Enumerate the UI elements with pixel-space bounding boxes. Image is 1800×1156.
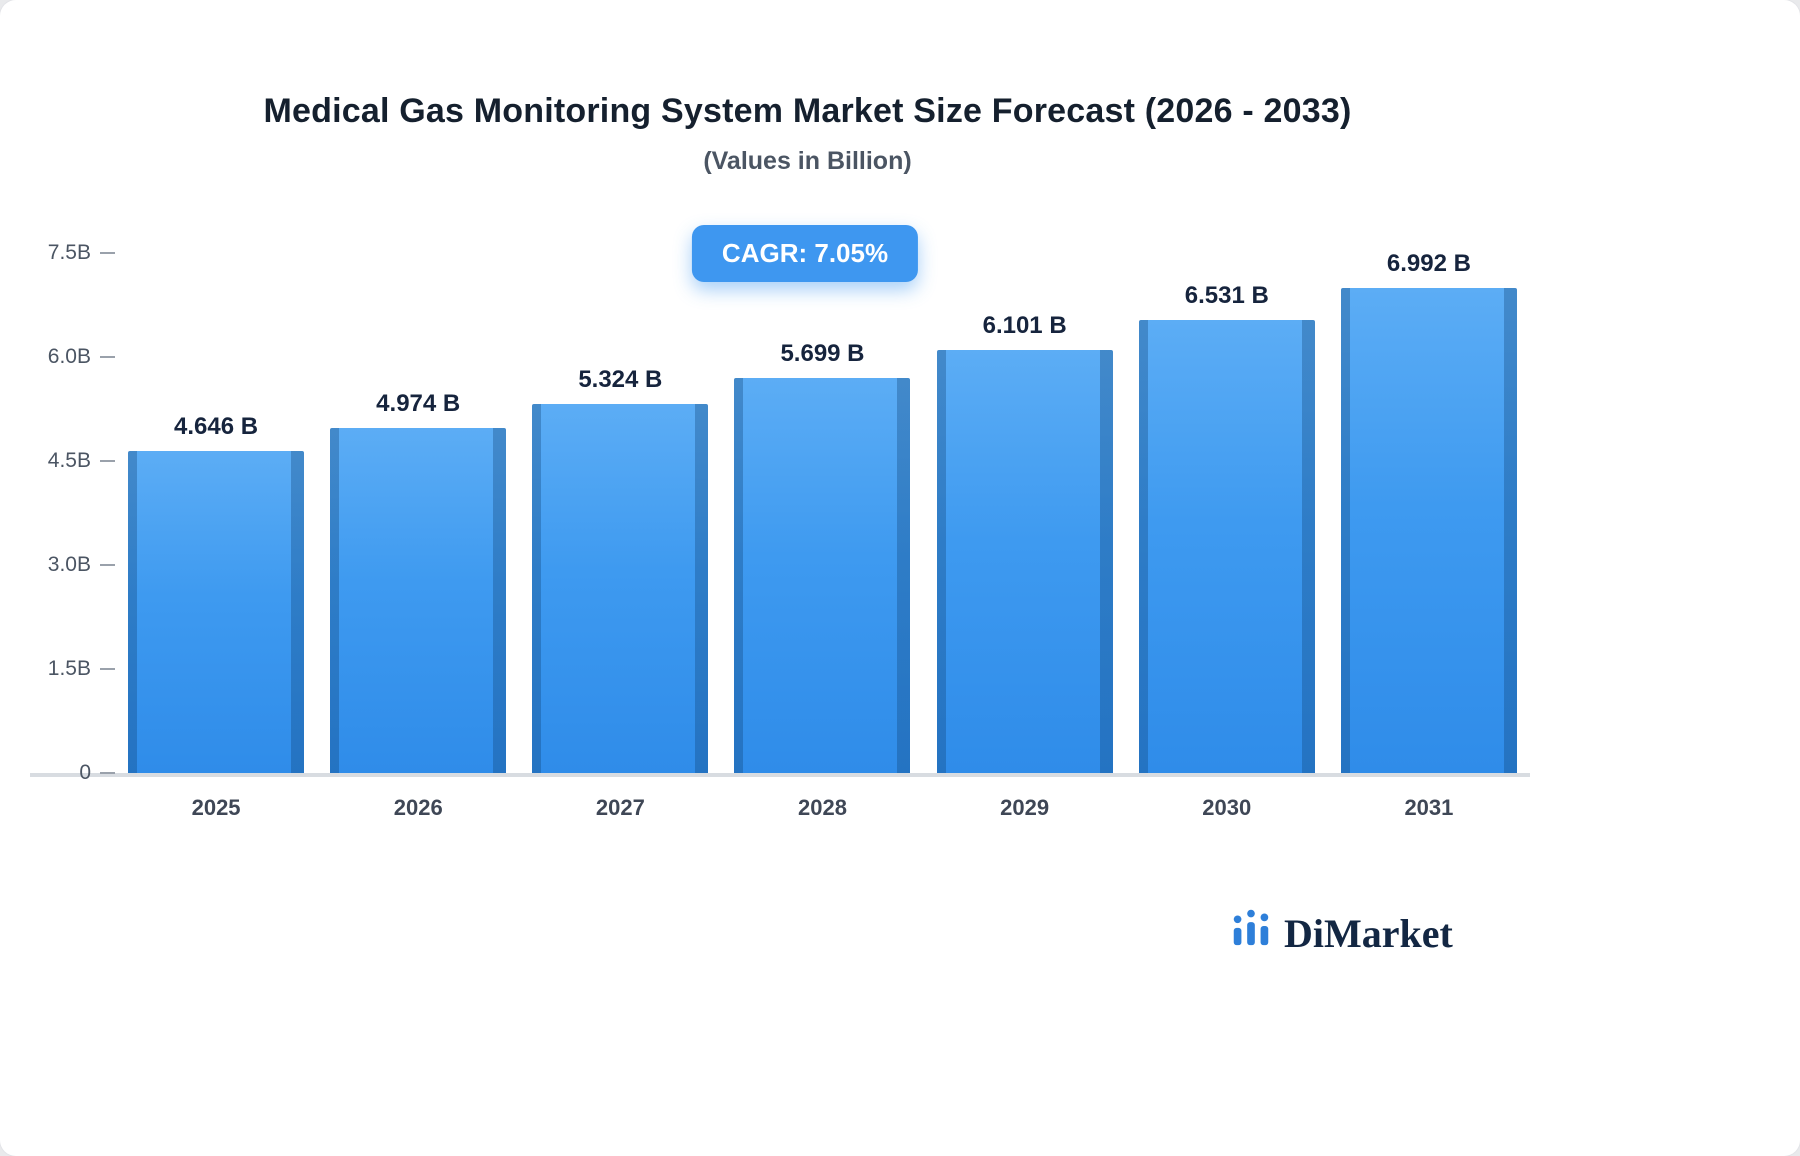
bar-column: 4.974 B: [317, 390, 519, 773]
x-axis-label: 2028: [798, 795, 847, 820]
bar-column: 5.324 B: [519, 366, 721, 773]
y-axis: 0 1.5B 3.0B 4.5B 6.0B 7.5B: [30, 241, 115, 784]
x-axis-label: 2026: [393, 795, 443, 820]
bar-value-label: 4.974 B: [376, 390, 461, 417]
brand-name: DiMarket: [1284, 911, 1453, 956]
y-tick-label: 3.0B: [48, 553, 115, 577]
y-tick-label: 0: [79, 761, 115, 785]
bar: [1340, 288, 1517, 773]
bar-column: 4.646 B: [115, 413, 317, 773]
x-axis-label: 2031: [1404, 795, 1454, 820]
y-tick-mark: [100, 668, 115, 670]
y-tick-mark: [100, 356, 115, 358]
x-axis: 2025 2026 2027 2028 2029 2030 2031: [115, 777, 1530, 821]
y-tick-mark: [100, 564, 115, 566]
bar: [1138, 320, 1315, 773]
x-axis-label: 2025: [191, 795, 241, 820]
x-axis-label: 2027: [595, 795, 645, 820]
y-tick-label: 4.5B: [48, 449, 115, 473]
x-axis-label: 2029: [1000, 795, 1050, 820]
bar-value-label: 5.699 B: [780, 340, 865, 367]
bar-column: 6.992 B: [1328, 250, 1530, 773]
y-tick-mark: [100, 460, 115, 462]
y-tick-label: 1.5B: [48, 657, 115, 681]
y-tick-mark: [100, 252, 115, 254]
chart-title: Medical Gas Monitoring System Market Siz…: [263, 92, 1352, 130]
bar-value-label: 4.646 B: [174, 413, 259, 440]
bar-column: 6.531 B: [1126, 282, 1328, 773]
y-tick-label: 6.0B: [48, 345, 115, 369]
y-tick-label: 7.5B: [48, 241, 115, 265]
plot-area: 4.646 B 4.974 B 5.324 B 5.699 B 6.101 B 6.531…: [115, 250, 1530, 777]
brand-logo: DiMarket: [1228, 903, 1453, 954]
bar: [734, 378, 911, 773]
bar-chart-logo-icon: [1228, 903, 1274, 954]
bar: [532, 404, 709, 773]
chart-subtitle: (Values in Billion): [703, 147, 912, 175]
cagr-badge: CAGR: 7.05%: [691, 225, 919, 282]
bar: [128, 451, 305, 773]
bar-value-label: 5.324 B: [578, 366, 663, 393]
x-axis-label: 2030: [1202, 795, 1252, 820]
bar-value-label: 6.531 B: [1184, 282, 1269, 309]
bar-value-label: 6.992 B: [1386, 250, 1471, 277]
bar-chart: 0 1.5B 3.0B 4.5B 6.0B 7.5B 4.646 B 4.974 B 5.32…: [30, 241, 1530, 821]
chart-header: Medical Gas Monitoring System Market Siz…: [0, 92, 1615, 176]
bar: [936, 350, 1113, 773]
y-tick-mark: [100, 772, 115, 774]
bar-value-label: 6.101 B: [982, 312, 1067, 339]
bar: [330, 428, 507, 773]
bar-column: 6.101 B: [924, 312, 1126, 773]
bar-column: 5.699 B: [721, 340, 923, 773]
